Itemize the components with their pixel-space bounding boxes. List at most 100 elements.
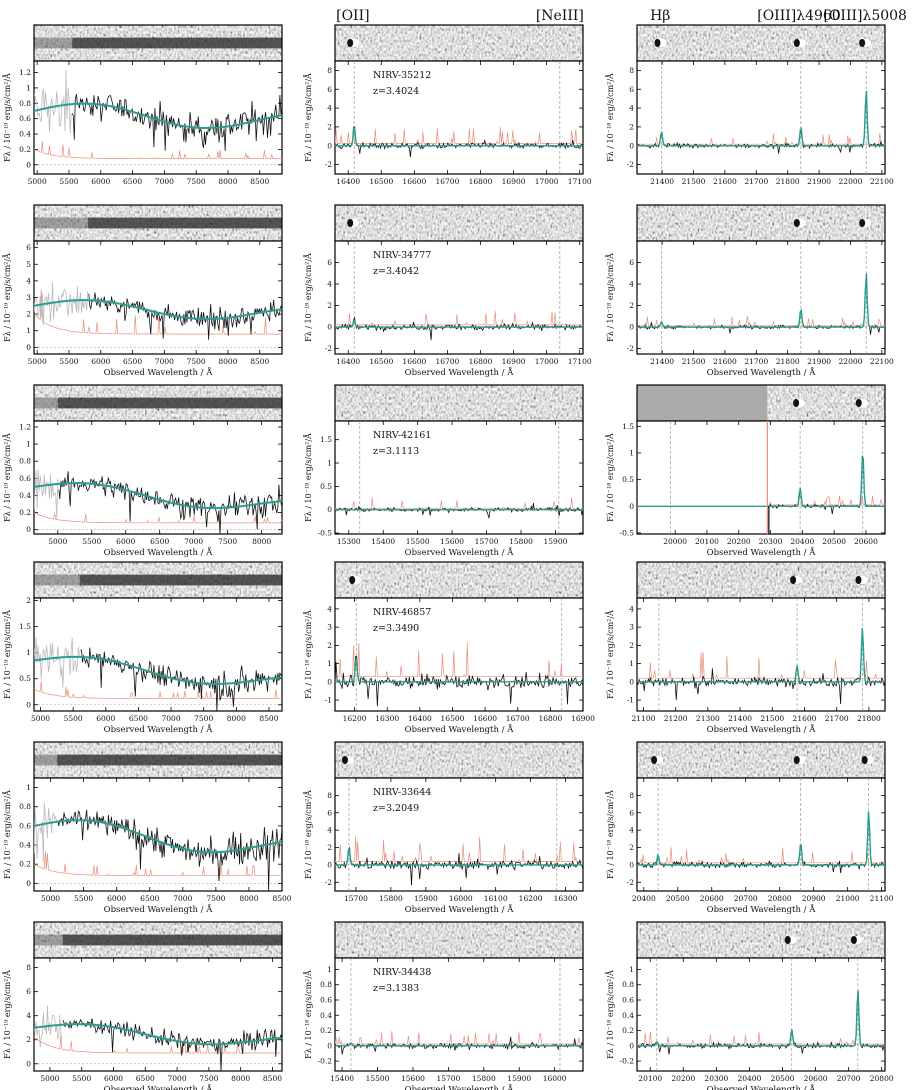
x-tick-label: 6000 — [104, 1074, 123, 1083]
plot-frame — [334, 420, 584, 535]
x-tick-label: 17100 — [568, 177, 592, 186]
x-tick-label: 21400 — [650, 177, 674, 186]
spectrum-2d-image — [335, 562, 583, 598]
spectrum-2d-image — [637, 385, 885, 421]
x-tick-label: 15500 — [406, 537, 430, 546]
spectrum-2d-image — [335, 205, 583, 241]
x-tick-label: 8000 — [231, 1074, 250, 1083]
y-tick-label: 0.2 — [19, 508, 31, 517]
y-tick-label: 2 — [327, 301, 332, 310]
axes: 5000 5500 6000 6500 7000 7500 8000 8500 0 2 4 6 8 Fλ … — [3, 957, 283, 1090]
y-tick-label: 0.4 — [19, 130, 31, 139]
spectra-series — [637, 421, 885, 534]
spectra-series — [335, 642, 583, 707]
axes: 5000 5500 6000 6500 7000 7500 8000 8500 0 0.2 0.4 0… — [3, 777, 292, 915]
y-tick-label: 1.2 — [19, 422, 31, 431]
x-tick-label: 15700 — [344, 894, 368, 903]
y-tick-label: -1 — [627, 696, 634, 705]
y-axis-label: Fλ / 10⁻¹⁸ erg/s/cm²/Å — [606, 433, 615, 522]
y-tick-label: 1.5 — [19, 622, 31, 631]
axes: 20400 20500 20600 20700 20800 20900 21000 21100… — [606, 777, 894, 915]
x-tick-label: 15800 — [472, 1074, 496, 1083]
y-tick-label: 6 — [26, 243, 31, 252]
model-spectrum — [34, 819, 282, 854]
x-tick-label: 15900 — [544, 537, 568, 546]
y-tick-label: 0 — [327, 323, 332, 332]
x-tick-label: 16300 — [375, 714, 399, 723]
data-spectrum — [335, 847, 583, 886]
oiii-panel: 20400 20500 20600 20700 20800 20900 21000 21100… — [606, 741, 894, 915]
y-tick-label: 0.8 — [320, 980, 332, 989]
x-tick-label: 8000 — [227, 714, 246, 723]
x-tick-label: 16600 — [402, 177, 426, 186]
x-tick-label: 20500 — [666, 894, 690, 903]
y-axis-label: Fλ / 10⁻¹⁸ erg/s/cm²/Å — [304, 790, 313, 879]
model-spectrum — [637, 90, 885, 147]
y-axis-label: Fλ / 10⁻¹⁸ erg/s/cm²/Å — [304, 253, 313, 342]
y-tick-label: 0 — [26, 160, 31, 169]
x-axis-label: Observed Wavelength / Å — [707, 723, 817, 735]
spectrum-2d-image — [637, 742, 885, 778]
x-axis-label: Observed Wavelength / Å — [707, 366, 817, 378]
spectra-series — [34, 282, 282, 340]
x-tick-label: 20400 — [632, 894, 656, 903]
spectrum-2d-image — [335, 922, 583, 958]
x-tick-label: 5500 — [59, 357, 78, 366]
y-tick-label: 0 — [26, 525, 31, 534]
galaxy-row-NIRV-35212: 5000 5500 6000 6500 7000 7500 8000 8500 0 0.2 0.4 0… — [3, 24, 894, 186]
y-axis-label: Fλ / 10⁻¹⁹ erg/s/cm²/Å — [3, 610, 12, 699]
spectrum-2d-image — [34, 25, 283, 61]
axes: 5000 5500 6000 6500 7000 7500 8000 8500 0 1 2 3 4 5 6 F… — [3, 240, 283, 378]
x-tick-label: 20500 — [771, 1074, 795, 1083]
plot-frame — [636, 777, 886, 892]
x-tick-label: 21400 — [650, 357, 674, 366]
y-tick-label: 0.2 — [19, 860, 31, 869]
emission-line-headers: [OII] [NeIII] Hβ [OIII]λ4960[OIII]λ5008 — [336, 8, 907, 24]
x-tick-label: 7000 — [155, 357, 174, 366]
y-tick-label: 1.5 — [320, 435, 332, 444]
y-axis-label: Fλ / 10⁻¹⁹ erg/s/cm²/Å — [3, 253, 12, 342]
y-tick-label: 0.2 — [19, 145, 31, 154]
x-tick-label: 5500 — [59, 177, 78, 186]
x-tick-label: 21800 — [776, 177, 800, 186]
plot-frame — [33, 420, 283, 535]
x-tick-label: 5500 — [74, 894, 93, 903]
y-tick-label: 2 — [327, 641, 332, 650]
x-tick-label: 6000 — [96, 714, 115, 723]
error-spectrum — [34, 681, 282, 699]
y-tick-label: 0.4 — [19, 491, 31, 500]
x-tick-label: 21500 — [682, 177, 706, 186]
y-tick-label: 2 — [629, 301, 634, 310]
error-spectrum — [637, 132, 885, 146]
x-tick-label: 21600 — [713, 177, 737, 186]
plot-frame — [33, 597, 283, 712]
plot-frame — [334, 957, 584, 1072]
spectra-series — [637, 628, 885, 705]
x-tick-label: 7500 — [187, 357, 206, 366]
x-tick-label: 20500 — [822, 537, 846, 546]
x-tick-label: 8500 — [263, 1074, 282, 1083]
redshift-label: z=3.1383 — [373, 983, 419, 994]
spectra-series — [637, 990, 885, 1055]
y-tick-label: 0.5 — [19, 674, 31, 683]
y-tick-label: -0.2 — [620, 1057, 635, 1066]
x-tick-label: 22100 — [870, 177, 894, 186]
header-label: Hβ — [650, 8, 670, 24]
y-tick-label: -2 — [325, 344, 333, 353]
x-tick-label: 15700 — [475, 537, 499, 546]
x-tick-label: 16300 — [554, 894, 578, 903]
oii-panel: 16400 16500 16600 16700 16800 16900 17000 17100… — [304, 204, 592, 378]
x-tick-label: 16200 — [519, 894, 543, 903]
redshift-label: z=3.3490 — [373, 623, 419, 634]
x-tick-label: 16700 — [435, 357, 459, 366]
x-axis-label: Observed Wavelength / Å — [104, 723, 214, 735]
x-tick-label: 16100 — [484, 894, 508, 903]
y-tick-label: 4 — [629, 826, 634, 835]
y-tick-label: 0 — [327, 141, 332, 150]
x-tick-label: 21600 — [793, 714, 817, 723]
y-tick-label: 6 — [327, 808, 332, 817]
y-tick-label: 4 — [629, 280, 634, 289]
x-tick-label: 21800 — [857, 714, 881, 723]
x-tick-label: 15300 — [337, 537, 361, 546]
x-axis-label: Observed Wavelength / Å — [405, 366, 515, 378]
